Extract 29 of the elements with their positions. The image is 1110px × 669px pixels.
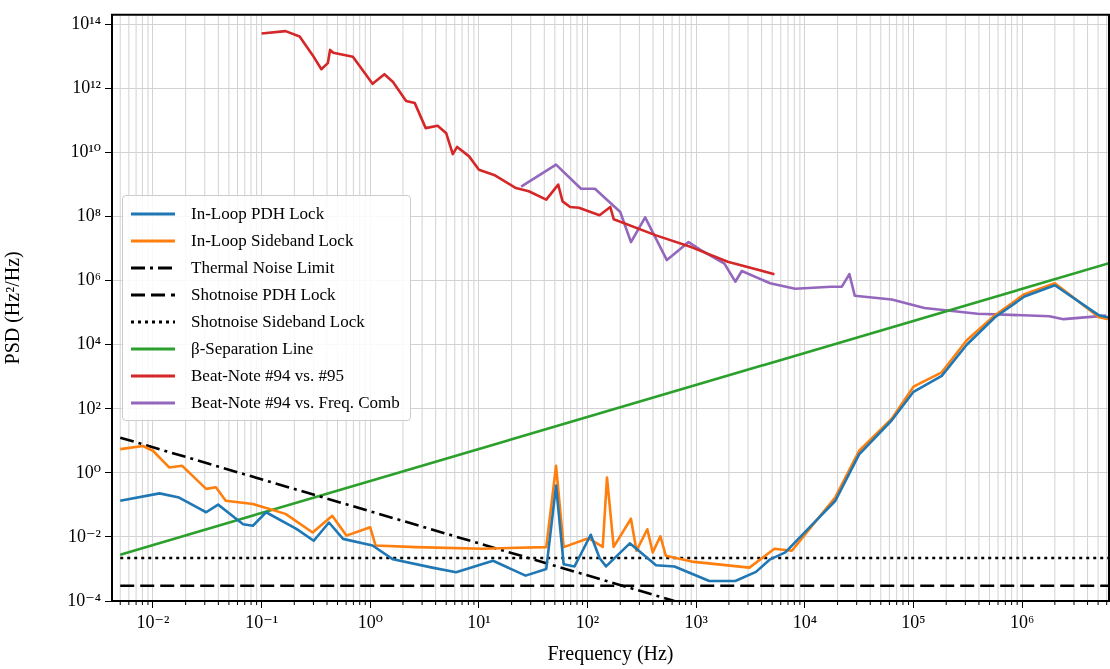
x-tick-label: 10⁻¹ [245, 611, 279, 632]
y-tick-label: 10⁰ [75, 461, 101, 482]
legend-label: Shotnoise Sideband Lock [191, 311, 365, 332]
x-tick-label: 10⁶ [1010, 611, 1035, 632]
y-tick-label: 10² [77, 397, 101, 418]
y-tick-label: 10¹⁰ [70, 141, 101, 162]
y-tick-label: 10⁴ [76, 333, 101, 354]
x-tick-label: 10³ [684, 611, 709, 632]
legend-label: β-Separation Line [191, 338, 314, 359]
legend-label: Shotnoise PDH Lock [191, 284, 336, 305]
legend-label: Thermal Noise Limit [191, 257, 335, 278]
x-tick-label: 10⁰ [357, 611, 383, 632]
y-tick-label: 10¹² [72, 77, 101, 98]
x-tick-label: 10⁵ [901, 611, 926, 632]
y-tick-label: 10⁻² [68, 525, 101, 546]
y-tick-label: 10⁸ [76, 205, 101, 226]
y-tick-label: 10⁻⁴ [67, 589, 101, 610]
legend-label: Beat-Note #94 vs. #95 [191, 365, 344, 386]
legend-label: In-Loop PDH Lock [191, 203, 325, 224]
x-tick-label: 10⁻² [136, 611, 170, 632]
x-tick-label: 10² [575, 611, 600, 632]
y-tick-label: 10⁶ [76, 269, 101, 290]
y-axis-title: PSD (Hz²/Hz) [1, 251, 25, 365]
x-tick-label: 10⁴ [792, 611, 817, 632]
x-axis-title: Frequency (Hz) [547, 642, 674, 666]
y-tick-label: 10¹⁴ [71, 13, 101, 34]
legend-label: Beat-Note #94 vs. Freq. Comb [191, 392, 400, 413]
legend-label: In-Loop Sideband Lock [191, 230, 354, 251]
x-tick-label: 10¹ [467, 611, 491, 632]
